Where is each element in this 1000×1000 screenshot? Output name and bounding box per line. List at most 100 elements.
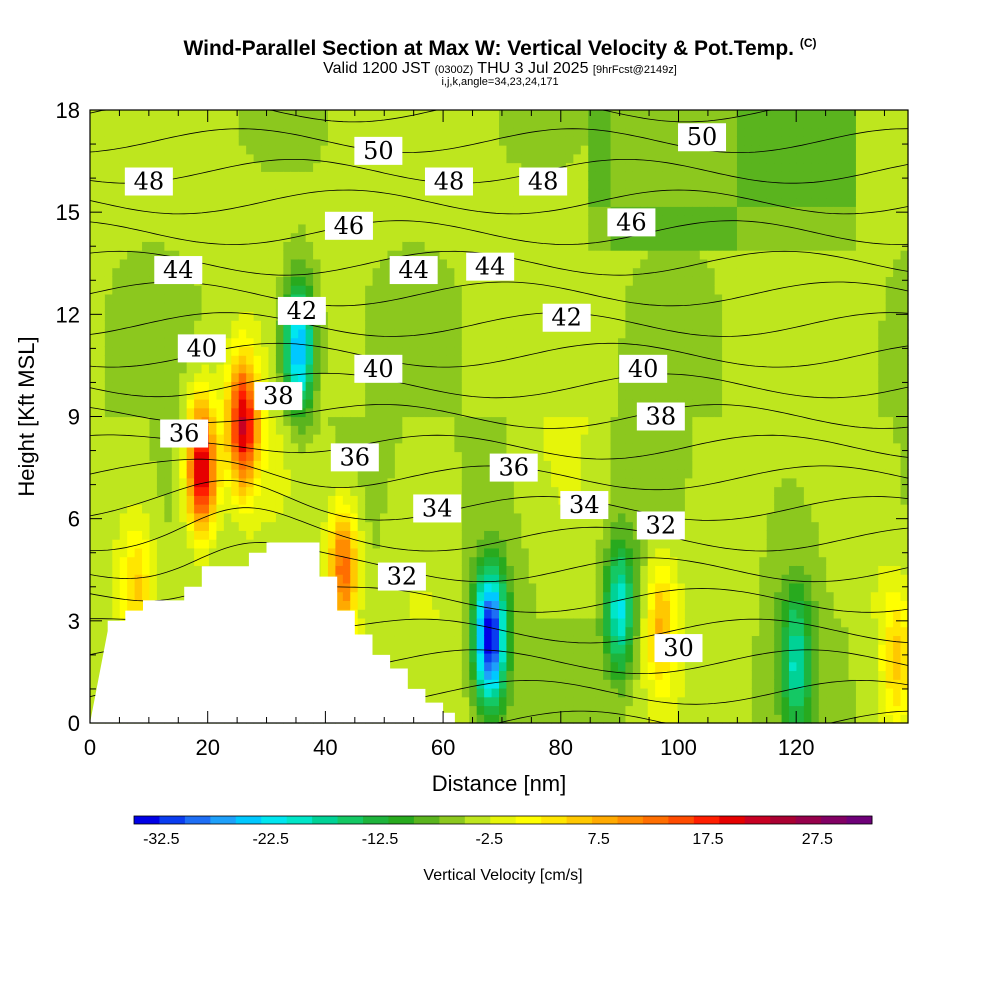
- velocity-cell: [469, 486, 478, 496]
- velocity-cell: [112, 118, 121, 129]
- velocity-cell: [610, 398, 619, 409]
- velocity-cell: [179, 241, 188, 251]
- velocity-cell: [432, 451, 441, 461]
- velocity-cell: [603, 293, 612, 304]
- velocity-cell: [246, 302, 255, 313]
- velocity-cell: [119, 363, 128, 374]
- velocity-cell: [90, 180, 99, 190]
- velocity-cell: [551, 110, 560, 120]
- velocity-cell: [461, 407, 470, 418]
- velocity-cell: [461, 661, 470, 672]
- velocity-cell: [565, 381, 574, 391]
- velocity-cell: [595, 110, 604, 120]
- velocity-cell: [543, 687, 552, 698]
- velocity-cell: [543, 469, 552, 479]
- velocity-cell: [491, 153, 500, 164]
- velocity-cell: [387, 232, 396, 242]
- velocity-cell: [253, 539, 262, 549]
- velocity-cell: [565, 425, 574, 435]
- velocity-cell: [424, 363, 433, 374]
- velocity-cell: [201, 250, 210, 260]
- velocity-cell: [335, 188, 344, 199]
- velocity-cell: [439, 267, 448, 277]
- velocity-cell: [208, 110, 218, 120]
- velocity-cell: [595, 267, 604, 277]
- velocity-cell: [320, 495, 329, 505]
- velocity-cell: [268, 127, 277, 137]
- velocity-cell: [320, 250, 329, 260]
- velocity-cell: [253, 127, 262, 137]
- velocity-cell: [454, 574, 463, 584]
- velocity-cell: [394, 530, 403, 540]
- velocity-cell: [179, 539, 188, 549]
- velocity-cell: [313, 398, 322, 409]
- velocity-cell: [223, 451, 232, 461]
- velocity-cell: [513, 600, 522, 610]
- velocity-cell: [112, 285, 121, 295]
- velocity-cell: [194, 250, 203, 260]
- velocity-cell: [536, 311, 545, 321]
- velocity-cell: [521, 363, 530, 374]
- velocity-cell: [439, 197, 448, 207]
- velocity-cell: [305, 215, 314, 225]
- velocity-cell: [127, 241, 136, 251]
- velocity-cell: [402, 223, 411, 234]
- velocity-cell: [439, 153, 448, 164]
- velocity-cell: [275, 136, 284, 146]
- velocity-cell: [194, 293, 203, 304]
- velocity-cell: [439, 232, 448, 242]
- velocity-cell: [142, 232, 151, 242]
- velocity-cell: [424, 118, 433, 129]
- velocity-cell: [119, 258, 128, 269]
- velocity-cell: [201, 328, 210, 339]
- velocity-cell: [536, 442, 545, 453]
- velocity-cell: [90, 565, 99, 575]
- velocity-cell: [461, 267, 470, 277]
- velocity-cell: [394, 188, 403, 199]
- velocity-cell: [484, 556, 493, 566]
- velocity-cell: [402, 504, 411, 514]
- velocity-cell: [476, 687, 485, 698]
- velocity-cell: [409, 241, 418, 251]
- velocity-cell: [461, 460, 470, 470]
- velocity-cell: [268, 180, 277, 190]
- velocity-cell: [171, 574, 180, 584]
- velocity-cell: [261, 145, 270, 155]
- velocity-cell: [134, 407, 143, 418]
- velocity-cell: [127, 337, 136, 348]
- velocity-cell: [424, 469, 433, 479]
- velocity-cell: [536, 714, 545, 724]
- velocity-cell: [231, 381, 240, 391]
- velocity-cell: [513, 644, 522, 654]
- velocity-cell: [164, 162, 173, 172]
- velocity-cell: [112, 250, 121, 260]
- velocity-cell: [97, 556, 106, 566]
- velocity-cell: [216, 381, 225, 391]
- velocity-cell: [417, 398, 426, 409]
- velocity-cell: [119, 521, 128, 531]
- velocity-cell: [499, 285, 508, 295]
- velocity-cell: [551, 346, 560, 356]
- velocity-cell: [97, 530, 106, 540]
- velocity-cell: [201, 197, 210, 207]
- velocity-cell: [484, 635, 493, 645]
- velocity-cell: [528, 197, 537, 207]
- velocity-cell: [469, 661, 478, 672]
- velocity-cell: [491, 346, 500, 356]
- velocity-cell: [543, 451, 552, 461]
- velocity-cell: [610, 460, 619, 470]
- velocity-cell: [446, 346, 455, 356]
- velocity-cell: [216, 398, 225, 409]
- velocity-cell: [446, 670, 455, 680]
- velocity-cell: [268, 320, 277, 330]
- velocity-cell: [313, 328, 322, 339]
- velocity-cell: [246, 110, 255, 120]
- velocity-cell: [565, 110, 574, 120]
- velocity-cell: [454, 556, 463, 566]
- velocity-cell: [261, 407, 270, 418]
- velocity-cell: [149, 355, 158, 365]
- velocity-cell: [142, 495, 151, 505]
- velocity-cell: [253, 232, 262, 242]
- velocity-cell: [149, 539, 158, 549]
- velocity-cell: [454, 363, 463, 374]
